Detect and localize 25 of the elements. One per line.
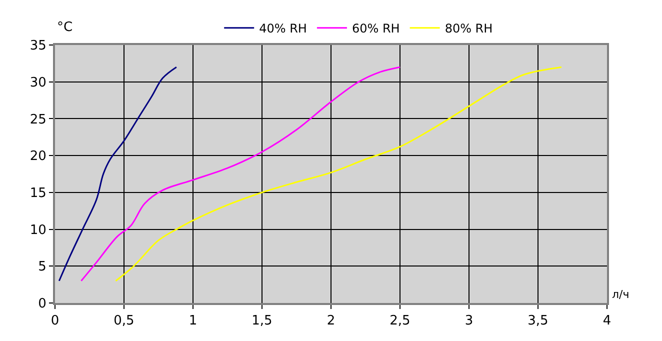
y-tick-label: 30 [30,75,46,90]
y-tick-label: 10 [30,222,46,238]
line-series [80,66,401,282]
legend-label: 60% RH [352,22,400,36]
x-tick-label: 2,5 [390,314,410,329]
x-tick-label: 0,5 [114,314,134,329]
x-tick-label: 2 [326,314,336,329]
x-axis-title: л/ч [612,288,630,301]
x-tick-label: 4 [602,314,612,329]
x-tick-label: 1,5 [252,314,272,329]
y-tick-label: 20 [30,149,46,164]
x-tick-label: 0 [50,314,60,329]
x-tick-label: 3 [464,314,474,329]
x-tick-label: 1 [188,314,198,329]
y-tick-label: 15 [30,186,46,201]
y-tick-label: 0 [38,296,46,312]
x-tick-label: 3,5 [528,314,548,329]
y-tick-label: 25 [30,112,46,128]
y-axis-title: °C [57,20,73,35]
legend-label: 40% RH [259,22,307,36]
legend-label: 80% RH [444,22,493,36]
line-series [58,66,178,282]
line-series [114,66,562,282]
y-tick-label: 5 [38,260,46,275]
y-tick-label: 35 [30,38,46,54]
